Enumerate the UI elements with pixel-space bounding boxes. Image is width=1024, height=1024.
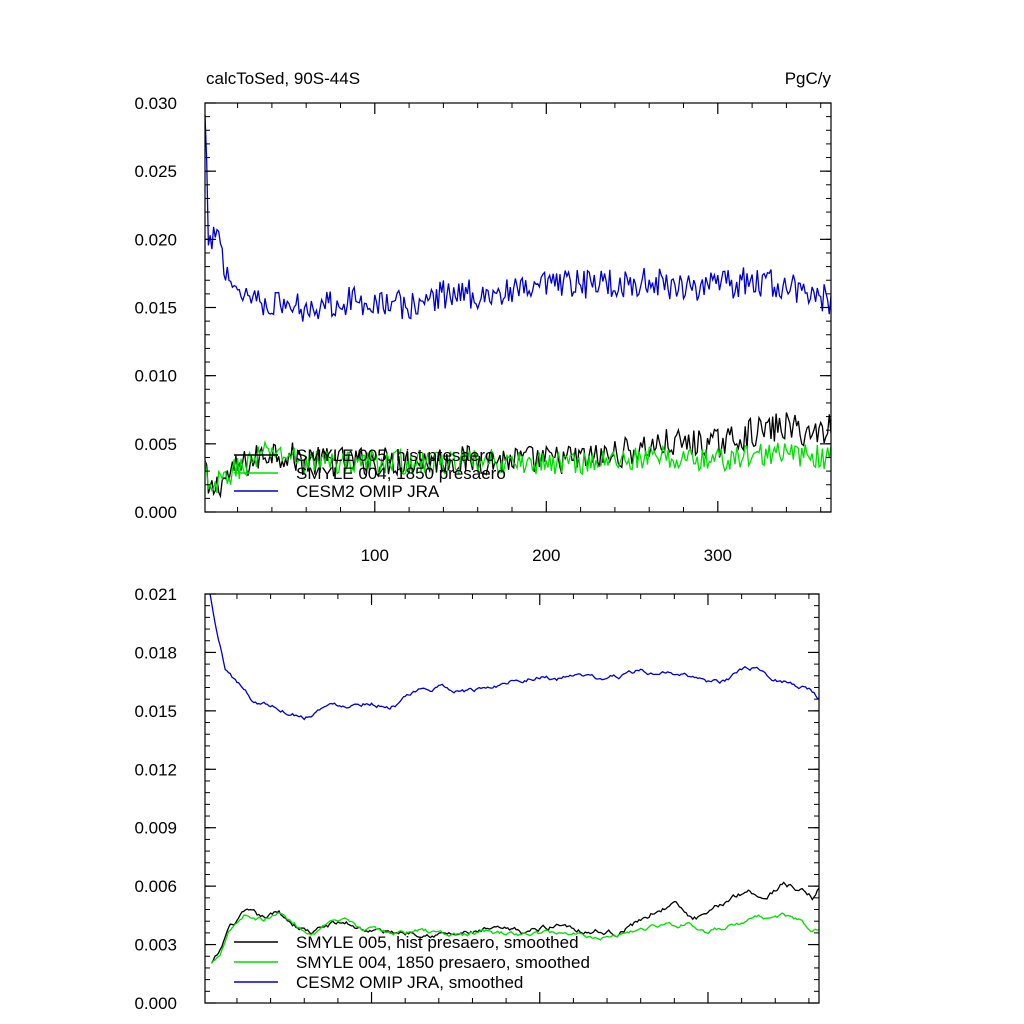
legend-label-3: CESM2 OMIP JRA: [296, 482, 440, 501]
bottom-tick-layer: 0.000 0.003 0.006 0.009 0.012 0.015 0.018 0.021: [134, 585, 819, 1013]
legend-label-1: SMYLE 005, hist presaero, smoothed: [296, 933, 579, 952]
y-tick-label: 0.030: [134, 94, 177, 113]
bottom-series-layer: [209, 594, 819, 964]
y-tick-label: 0.021: [134, 585, 177, 604]
y-tick-label: 0.003: [134, 936, 177, 955]
legend-label-3: CESM2 OMIP JRA, smoothed: [296, 973, 523, 992]
chart-title-right: PgC/y: [785, 69, 832, 88]
legend-label-2: SMYLE 004, 1850 presaero: [296, 464, 506, 483]
top-series-layer: [205, 114, 831, 499]
x-tick-label: 200: [532, 546, 560, 565]
top-tick-layer: 0.000 0.005 0.010 0.015 0.020 0.025 0.030 100 20…: [134, 94, 831, 565]
series-line-2: [205, 439, 831, 494]
series-line-1: [211, 881, 819, 964]
chart-title-left: calcToSed, 90S-44S: [206, 69, 360, 88]
series-line-3: [205, 114, 831, 322]
y-tick-label: 0.015: [134, 299, 177, 318]
bottom-chart-panel: 0.000 0.003 0.006 0.009 0.012 0.015 0.018 0.021…: [134, 585, 820, 1013]
top-chart-panel: calcToSed, 90S-44S PgC/y 0.000 0.005 0.010…: [134, 69, 832, 565]
x-tick-label: 300: [704, 546, 732, 565]
y-tick-label: 0.018: [134, 643, 177, 662]
y-tick-label: 0.015: [134, 702, 177, 721]
y-tick-label: 0.006: [134, 877, 177, 896]
series-line-3: [209, 594, 819, 721]
y-tick-label: 0.012: [134, 760, 177, 779]
y-tick-label: 0.000: [134, 503, 177, 522]
y-tick-label: 0.010: [134, 367, 177, 386]
y-tick-label: 0.000: [134, 994, 177, 1013]
series-line-2: [211, 912, 819, 964]
top-plot-frame: [204, 102, 832, 513]
y-tick-label: 0.025: [134, 162, 177, 181]
legend-label-1: SMYLE 005, hist presaero: [296, 446, 494, 465]
y-tick-label: 0.020: [134, 230, 177, 249]
y-tick-label: 0.005: [134, 435, 177, 454]
y-tick-label: 0.009: [134, 819, 177, 838]
legend-label-2: SMYLE 004, 1850 presaero, smoothed: [296, 953, 590, 972]
bottom-legend: SMYLE 005, hist presaero, smoothedSMYLE …: [234, 933, 590, 992]
x-tick-label: 100: [361, 546, 389, 565]
bottom-plot-frame: [204, 593, 820, 1004]
